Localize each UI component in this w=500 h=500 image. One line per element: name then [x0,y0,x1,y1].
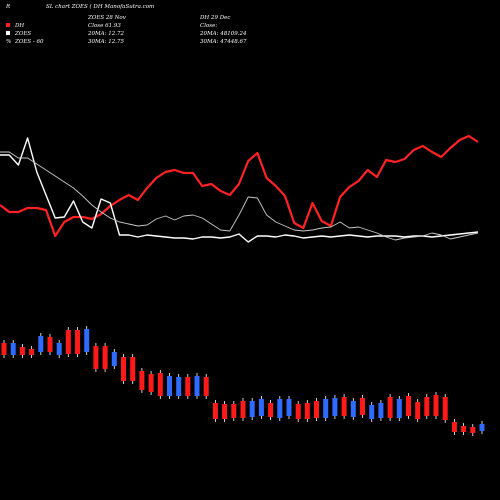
volume-bar [139,371,145,390]
volume-bar [84,329,90,352]
volume-bar [10,343,16,355]
volume-bar [194,376,200,396]
legend-zoes-swatch [6,31,10,35]
volume-bar [167,376,172,396]
legend-zoes-60-marker: % [6,39,11,45]
volume-bar [268,403,274,417]
legend-dh-swatch [6,23,10,27]
legend-dh-label: DH [14,23,24,29]
volume-bar [479,424,485,431]
volume-bar [387,397,393,418]
volume-bar [341,397,347,416]
volume-bar [396,399,402,418]
volume-bar [332,398,338,416]
volume-bar [461,426,467,432]
volume-bar [231,404,237,418]
info-col1-line1: ZOES 28 Nov [87,15,127,21]
volume-bar [93,346,99,369]
volume-bar [369,405,375,419]
volume-bar [185,377,191,396]
volume-bar [249,401,255,417]
volume-bar [38,336,44,352]
header-left: R [5,4,10,10]
volume-bar [130,357,136,381]
info-col2-line1: DH 29 Dec [199,15,230,21]
series-line-zoes-60 [0,151,479,241]
volume-bar [111,352,117,366]
volume-bar [148,374,154,392]
info-col1-line4: 30MA: 12.75 [88,39,124,45]
series-line-zoes [0,137,479,243]
volume-bar [65,330,71,354]
volume-bar [258,399,264,416]
volume-bar [406,396,411,416]
series-layer [0,134,479,243]
volume-bar [323,399,329,418]
volume-bar [451,422,457,432]
volume-bar [203,377,209,396]
volume-bar [222,404,228,419]
info-col1-line2: Close 61.93 [88,23,121,29]
volume-bar [240,401,246,418]
volume-bar [295,404,301,419]
info-col2-line2: Close: [200,23,217,29]
bar-layer [1,326,485,436]
volume-bar [212,403,218,419]
volume-bar [350,401,356,417]
volume-bar [102,346,108,369]
volume-bar [277,399,283,418]
info-col2-line3: 20MA: 48109.24 [199,31,247,37]
volume-bar [314,401,319,418]
volume-bar [433,395,439,416]
volume-bar [424,397,430,416]
volume-bar [29,349,35,355]
volume-bar [157,373,163,396]
volume-bar [121,357,126,381]
volume-bar [360,398,365,415]
volume-bar [1,343,7,355]
volume-bar [19,347,25,355]
volume-bar [56,343,62,355]
volume-bar [47,337,53,352]
chart-title: SL chart ZOES ( DH ManofaSutra.com [46,3,154,10]
legend-zoes-label: ZOES [14,31,31,37]
info-col1-line3: 20MA: 12.72 [87,31,124,37]
volume-bar [415,402,421,419]
info-col2-line4: 30MA: 47448.67 [200,39,247,45]
series-line-dh [0,134,479,238]
volume-bar [378,403,384,418]
volume-bar [304,403,310,419]
legend-zoes-60-label: ZOES - 60 [14,39,44,45]
volume-bar [442,397,448,420]
volume-bar [286,399,292,416]
volume-bar [75,330,80,354]
volume-bar [470,427,476,433]
volume-bar [176,377,182,396]
